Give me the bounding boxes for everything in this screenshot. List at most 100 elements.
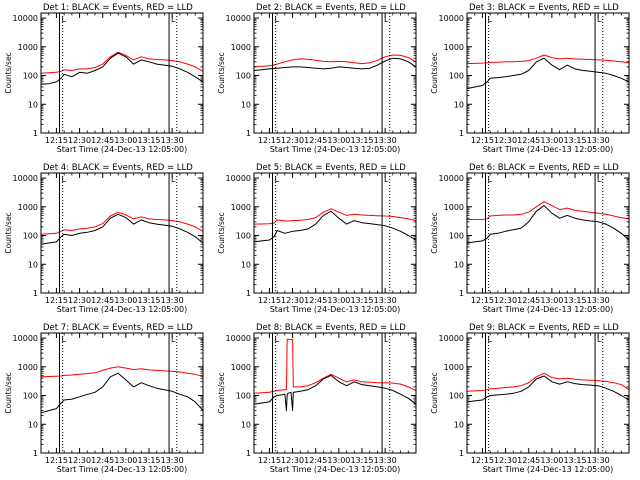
x-tick-label: 13:30 [161, 136, 184, 145]
x-tick-label: 13:15 [137, 136, 160, 145]
y-tick-label: 10 [454, 100, 464, 109]
y-axis-label: Counts/sec [217, 52, 226, 93]
time-marker-label: L [171, 175, 176, 184]
x-tick-label: 13:30 [587, 456, 610, 465]
x-axis-label: Start Time (24-Dec-13 12:05:00) [270, 465, 401, 474]
y-tick-label: 10 [28, 100, 38, 109]
detector-panel-7: Det 7: BLACK = Events, RED = LLD L L 1 10 100… [4, 323, 204, 474]
time-marker-label: L [597, 335, 602, 344]
x-tick-label: 12:45 [517, 296, 540, 305]
y-tick-label: 10000 [226, 174, 251, 183]
x-tick-label: 12:45 [304, 136, 327, 145]
x-tick-label: 13:00 [114, 296, 137, 305]
panel-title: Det 6: BLACK = Events, RED = LLD [469, 163, 619, 173]
x-axis-label: Start Time (24-Dec-13 12:05:00) [57, 305, 188, 314]
y-axis-label: Counts/sec [4, 212, 13, 253]
y-tick-label: 100 [449, 232, 464, 241]
time-marker-label: L [171, 335, 176, 344]
time-marker-label: L [62, 15, 67, 24]
plot-frame [466, 12, 630, 134]
detector-panel-1: Det 1: BLACK = Events, RED = LLD L L 1 10 100… [4, 3, 204, 154]
x-tick-label: 13:30 [587, 296, 610, 305]
y-axis-label: Counts/sec [430, 372, 439, 413]
x-tick-label: 12:30 [281, 296, 304, 305]
x-axis-label: Start Time (24-Dec-13 12:05:00) [57, 465, 188, 474]
y-tick-label: 1000 [444, 363, 464, 372]
y-tick-label: 100 [449, 72, 464, 81]
detector-panel-3: Det 3: BLACK = Events, RED = LLD L L 1 10 100… [430, 3, 630, 154]
x-tick-label: 12:15 [45, 296, 68, 305]
y-tick-label: 10 [241, 100, 251, 109]
y-tick-label: 1 [246, 449, 251, 458]
x-tick-label: 12:15 [258, 296, 281, 305]
series-line-events [253, 374, 417, 412]
y-tick-label: 1000 [444, 43, 464, 52]
detector-panel-6: Det 6: BLACK = Events, RED = LLD L L 1 10 100… [430, 163, 630, 314]
y-tick-label: 1 [33, 289, 38, 298]
x-tick-label: 12:30 [68, 296, 91, 305]
y-tick-label: 1000 [231, 363, 251, 372]
x-tick-label: 12:45 [91, 296, 114, 305]
x-tick-label: 13:15 [563, 136, 586, 145]
x-tick-label: 13:30 [374, 296, 397, 305]
detector-panel-2: Det 2: BLACK = Events, RED = LLD L L 1 10 100… [217, 3, 417, 154]
plot-frame [40, 172, 204, 294]
x-tick-label: 13:30 [587, 136, 610, 145]
time-marker-label: L [488, 15, 493, 24]
series-line-lld [467, 201, 630, 220]
series-line-events [466, 375, 630, 403]
y-tick-label: 1000 [444, 203, 464, 212]
series-line-lld [253, 208, 417, 225]
x-tick-label: 13:00 [114, 456, 137, 465]
y-tick-label: 10000 [13, 334, 38, 343]
y-tick-label: 1 [459, 289, 464, 298]
y-tick-label: 100 [236, 392, 251, 401]
x-tick-label: 12:30 [281, 456, 304, 465]
y-axis-label: Counts/sec [430, 212, 439, 253]
x-tick-label: 13:00 [540, 296, 563, 305]
x-tick-label: 13:15 [350, 136, 373, 145]
panel-title: Det 7: BLACK = Events, RED = LLD [43, 323, 193, 333]
time-marker-label: L [488, 335, 493, 344]
x-axis-label: Start Time (24-Dec-13 12:05:00) [270, 305, 401, 314]
x-tick-label: 12:45 [304, 456, 327, 465]
series-line-events [466, 205, 630, 244]
plot-frame [253, 332, 417, 454]
panel-title: Det 3: BLACK = Events, RED = LLD [469, 3, 619, 13]
y-tick-label: 1 [246, 289, 251, 298]
y-tick-label: 1000 [18, 43, 38, 52]
y-tick-label: 100 [23, 392, 38, 401]
panel-title: Det 8: BLACK = Events, RED = LLD [256, 323, 406, 333]
x-tick-label: 13:15 [137, 456, 160, 465]
x-tick-label: 12:15 [45, 136, 68, 145]
plot-frame [253, 172, 417, 294]
x-tick-label: 12:30 [494, 136, 517, 145]
time-marker-label: L [384, 175, 389, 184]
plot-frame [40, 12, 204, 134]
time-marker-label: L [597, 15, 602, 24]
x-tick-label: 12:15 [45, 456, 68, 465]
series-line-events [40, 213, 204, 245]
x-tick-label: 12:45 [304, 296, 327, 305]
x-tick-label: 12:30 [281, 136, 304, 145]
detector-panel-4: Det 4: BLACK = Events, RED = LLD L L 1 10 100… [4, 163, 204, 314]
y-tick-label: 1 [459, 449, 464, 458]
plot-frame [466, 172, 630, 294]
y-tick-label: 10000 [13, 174, 38, 183]
time-marker-label: L [62, 335, 67, 344]
x-tick-label: 12:15 [258, 456, 281, 465]
y-tick-label: 1 [33, 129, 38, 138]
panel-title: Det 2: BLACK = Events, RED = LLD [256, 3, 406, 13]
series-line-lld [466, 372, 630, 392]
series-line-events [253, 57, 417, 71]
x-tick-label: 12:30 [68, 456, 91, 465]
series-line-lld [466, 54, 630, 65]
time-marker-label: L [62, 175, 67, 184]
time-marker-label: L [275, 335, 280, 344]
y-tick-label: 100 [449, 392, 464, 401]
time-marker-label: L [597, 175, 602, 184]
x-tick-label: 13:00 [327, 456, 350, 465]
detector-panel-8: Det 8: BLACK = Events, RED = LLD L L 1 10 100… [217, 323, 417, 474]
time-marker-label: L [488, 175, 493, 184]
